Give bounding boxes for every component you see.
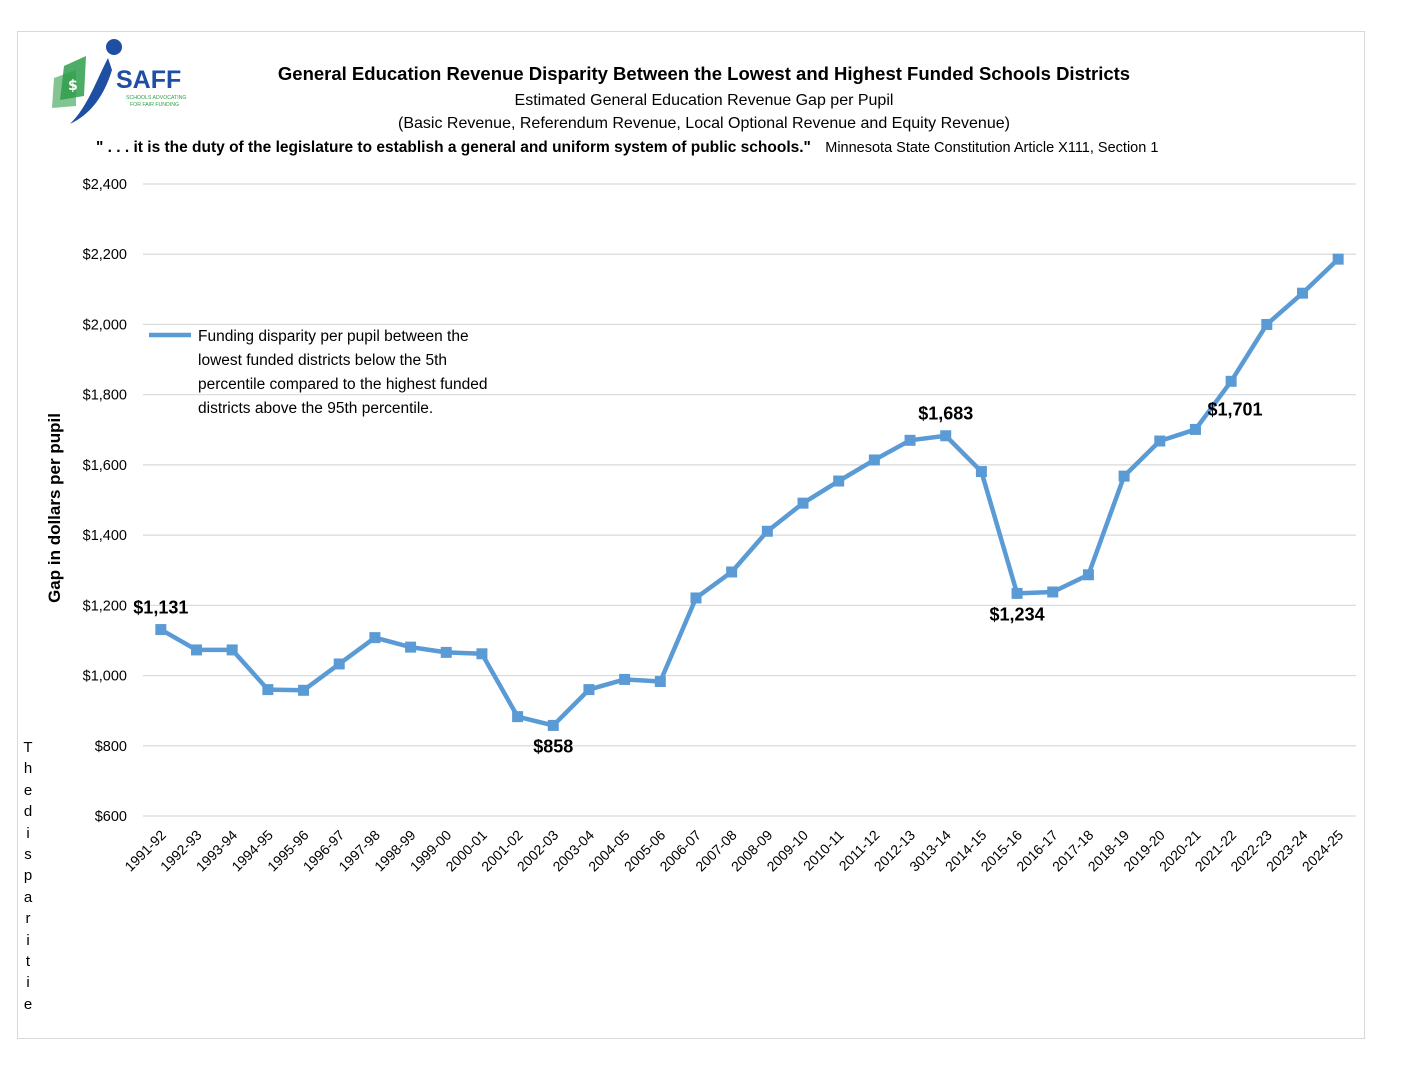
y-tick-label: $1,400 — [83, 528, 127, 544]
gridlines — [143, 183, 1356, 817]
legend-label: percentile compared to the highest funde… — [198, 376, 488, 393]
data-point — [761, 525, 773, 537]
data-point — [333, 658, 345, 670]
quote-text: " . . . it is the duty of the legislatur… — [96, 139, 811, 156]
data-label: $1,131 — [133, 598, 188, 618]
y-tick-label: $1,600 — [83, 458, 127, 474]
data-point — [369, 632, 381, 644]
side-note-letter: r — [25, 910, 31, 928]
side-note-letter: t — [25, 953, 31, 971]
logo-tagline-1: SCHOOLS ADVOCATING — [126, 95, 186, 101]
y-tick-label: $2,400 — [83, 177, 127, 193]
data-point — [940, 430, 952, 442]
data-label: $1,701 — [1207, 399, 1262, 419]
chart-title: General Education Revenue Disparity Betw… — [277, 63, 1131, 84]
data-point — [226, 644, 238, 656]
data-point — [868, 454, 880, 466]
data-point — [512, 711, 524, 723]
data-point — [833, 475, 845, 487]
y-tick-label: $800 — [95, 739, 127, 755]
side-note-letter: e — [23, 781, 33, 799]
chart-subtitle: Estimated General Education Revenue Gap … — [514, 92, 894, 109]
y-tick-label: $2,000 — [83, 317, 127, 333]
data-point — [1189, 423, 1201, 435]
logo-tagline-2: FOR FAIR FUNDING — [130, 102, 179, 108]
quote-source: Minnesota State Constitution Article X11… — [825, 140, 1159, 156]
data-point — [1082, 569, 1094, 581]
series-line — [159, 257, 1340, 728]
series-funding-disparity — [155, 253, 1344, 731]
svg-text:$: $ — [68, 78, 78, 94]
side-note-letter: i — [26, 824, 30, 842]
data-annotations: $1,131 $858 $1,683 $1,234 $1,701 — [133, 399, 1262, 756]
data-point — [1011, 587, 1023, 599]
side-note-letter: p — [23, 867, 33, 885]
data-point — [191, 644, 203, 656]
y-tick-label: $2,200 — [83, 247, 127, 263]
data-point — [476, 648, 488, 660]
saff-logo: $ SAFF SCHOOLS ADVOCATING FOR FAIR FUNDI… — [52, 39, 186, 124]
data-label: $1,234 — [990, 604, 1045, 624]
y-axis-label: Gap in dollars per pupil — [45, 413, 64, 603]
chart-subtitle-detail: (Basic Revenue, Referendum Revenue, Loca… — [398, 115, 1010, 132]
chart-frame — [17, 31, 1365, 1039]
x-tick-labels: 1991-921992-931993-941994-951995-961996-… — [121, 827, 1346, 875]
y-tick-label: $1,000 — [83, 669, 127, 685]
data-point — [547, 719, 559, 731]
side-note-letter: s — [24, 846, 32, 864]
data-point — [690, 592, 702, 604]
data-point — [619, 673, 631, 685]
legend: Funding disparity per pupil between the l… — [149, 328, 488, 417]
side-note-letter: T — [23, 739, 33, 756]
logo-wordmark: SAFF — [116, 66, 181, 94]
y-tick-label: $600 — [95, 809, 127, 825]
data-label: $1,683 — [918, 404, 973, 424]
data-point — [1261, 318, 1273, 330]
side-note-letter: h — [23, 760, 33, 778]
data-point — [440, 646, 452, 658]
data-label: $858 — [533, 736, 573, 756]
legend-label: districts above the 95th percentile. — [198, 400, 433, 417]
data-point — [298, 684, 310, 696]
y-tick-label: $1,800 — [83, 388, 127, 404]
y-tick-label: $1,200 — [83, 598, 127, 614]
data-point — [405, 641, 417, 653]
data-point — [262, 684, 274, 696]
data-point — [1154, 435, 1166, 447]
side-note-letter: a — [23, 888, 33, 906]
data-point — [975, 466, 987, 478]
data-point — [1296, 287, 1308, 299]
side-note-letter: i — [26, 931, 30, 949]
logo-figure-icon: $ — [52, 39, 122, 124]
data-point — [155, 624, 167, 636]
side-note-letter: i — [26, 974, 30, 992]
data-point — [1047, 586, 1059, 598]
data-point — [1332, 253, 1344, 265]
y-tick-labels: $600 $800 $1,000 $1,200 $1,400 $1,600 $1,800 $2… — [83, 177, 127, 825]
data-point — [904, 434, 916, 446]
data-point — [1118, 470, 1130, 482]
data-point — [654, 676, 666, 688]
data-point — [726, 566, 738, 578]
legend-label: lowest funded districts below the 5th — [198, 352, 447, 369]
constitution-quote: " . . . it is the duty of the legislatur… — [96, 139, 1158, 157]
data-point — [797, 497, 809, 509]
legend-label: Funding disparity per pupil between the — [198, 328, 469, 345]
side-note-letter: d — [23, 803, 33, 821]
data-point — [1225, 375, 1237, 387]
data-point — [583, 684, 595, 696]
side-note-letter: e — [23, 995, 33, 1013]
